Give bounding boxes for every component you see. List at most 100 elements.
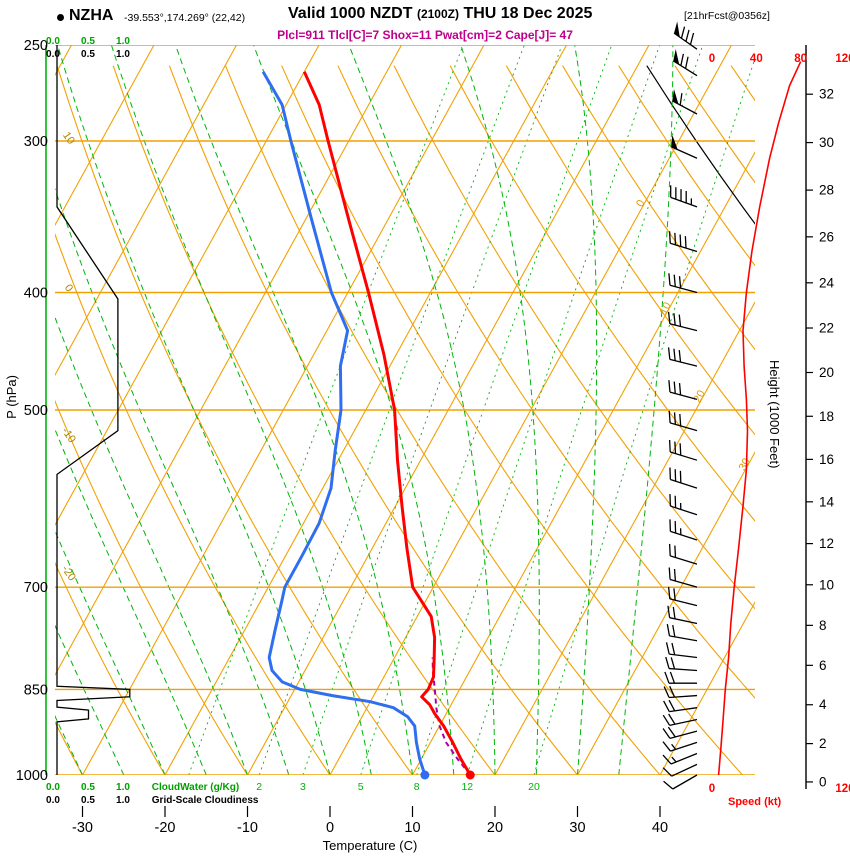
barb-full (668, 543, 671, 556)
wind-barb (668, 567, 698, 588)
wind-barb (667, 586, 698, 607)
barb-full (678, 382, 682, 396)
valid-zulu: (2100Z) (416, 7, 459, 21)
pressure-tick-label: 250 (24, 38, 48, 54)
barb-full (672, 606, 676, 619)
barb-full (667, 347, 671, 360)
barb-full (669, 671, 676, 684)
scale-tick-label: 0.5 (81, 36, 95, 47)
speed-tick-label-top: 40 (750, 53, 763, 65)
height-tick-label: 4 (819, 697, 827, 712)
cloudiness-scale-numbers: 0.0 0.5 1.0 (38, 49, 143, 60)
barb-full (663, 780, 674, 790)
barb-full (665, 642, 670, 655)
wind-barb (668, 439, 698, 461)
dry-adiabat-line (112, 65, 496, 775)
height-tick-label: 30 (819, 135, 834, 150)
dry-adiabat-label: -20 (59, 563, 78, 583)
barb-full (671, 642, 676, 655)
barb-full (668, 273, 671, 286)
moist-adiabat-line (574, 45, 598, 775)
cloudwater-scale-numbers-bottom: 0.0 0.5 1.0 (38, 782, 143, 793)
profiles (56, 45, 472, 775)
height-tick-label: 24 (819, 275, 835, 290)
barb-full (673, 588, 676, 601)
wind-barb (669, 519, 698, 541)
cloudwater-scale-numbers: 0.0 0.5 1.0 (38, 36, 143, 47)
dry-adiabat-line (168, 65, 578, 775)
dry-adiabat-line (55, 721, 83, 775)
barb-staff (671, 763, 698, 777)
temperature-axis-title: Temperature (C) (322, 838, 418, 853)
isotherm-line (55, 45, 237, 377)
barb-full (668, 439, 671, 453)
wind-barb (669, 494, 698, 516)
barb-full (668, 410, 671, 423)
barb-staff (669, 707, 698, 713)
scale-tick-label: 0.5 (81, 49, 95, 60)
wind-barbs (662, 21, 698, 790)
height-tick-label: 14 (819, 494, 835, 509)
barb-staff (670, 242, 698, 253)
barb-staff (669, 578, 698, 588)
isotherm-line (659, 601, 755, 775)
dry-adiabat-line (505, 65, 755, 436)
mixing-ratio-label: 5 (358, 781, 364, 793)
wind-barb (673, 21, 698, 50)
wind-barb (662, 741, 698, 752)
mixing-ratio-line (533, 57, 755, 775)
pressure-tick-label: 500 (24, 403, 48, 419)
pressure-tick-label: 700 (24, 580, 48, 596)
dry-adiabat-line (618, 65, 755, 267)
temperature-tick-label: 0 (326, 820, 334, 836)
barb-staff (670, 505, 698, 516)
pressure-tick-label: 300 (24, 134, 48, 150)
barb-staff (669, 635, 698, 642)
height-tick-label: 20 (819, 365, 834, 380)
wind-barb (671, 134, 698, 159)
cloudwater-scale-top: 0.0 0.5 1.0 (38, 36, 143, 47)
wind-barb (671, 88, 698, 115)
wind-barb (663, 699, 698, 713)
barb-full (666, 623, 671, 637)
height-tick-label: 8 (819, 618, 827, 633)
station-bullet-icon (57, 14, 64, 21)
scale-tick-label: 0.5 (81, 795, 95, 806)
scale-tick-label: 1.0 (116, 795, 130, 806)
station-coords: -39.553°,174.269° (22,42) (124, 12, 246, 24)
barb-full (679, 413, 682, 427)
height-axis-title: Height (1000 Feet) (767, 360, 782, 469)
mixing-ratio-label: 12 (461, 781, 473, 793)
skewt-grid (55, 45, 755, 775)
barb-full (663, 686, 670, 698)
scale-tick-label: 0.0 (46, 795, 60, 806)
barb-full (678, 349, 682, 363)
temperature-tick-label: -30 (72, 820, 93, 836)
speed-tick-label-top: 0 (709, 53, 715, 65)
barb-staff (669, 358, 698, 367)
barb-full (674, 441, 677, 454)
temperature-tick-label: 40 (652, 820, 668, 836)
barb-full (663, 700, 670, 712)
barb-full (662, 767, 673, 777)
barb-staff (670, 478, 698, 489)
surface-dewpoint-marker (420, 770, 430, 780)
barb-flag (674, 21, 680, 38)
cloudiness-scale-numbers-bottom: 0.0 0.5 1.0 (38, 795, 143, 806)
barb-full (662, 754, 672, 765)
barb-full (672, 624, 676, 637)
height-tick-label: 22 (819, 321, 834, 336)
valid-date: THU 18 Dec 2025 (463, 5, 593, 22)
mixing-ratio-label: 8 (414, 781, 420, 793)
wind-barb (662, 763, 698, 777)
barb-full (667, 605, 671, 618)
barb-staff (669, 598, 698, 607)
barb-full (684, 56, 689, 69)
barb-full (674, 232, 677, 245)
wind-barb (662, 726, 698, 739)
moist-adiabat-line (55, 428, 207, 775)
barb-staff (669, 653, 698, 659)
barb-full (673, 313, 676, 326)
